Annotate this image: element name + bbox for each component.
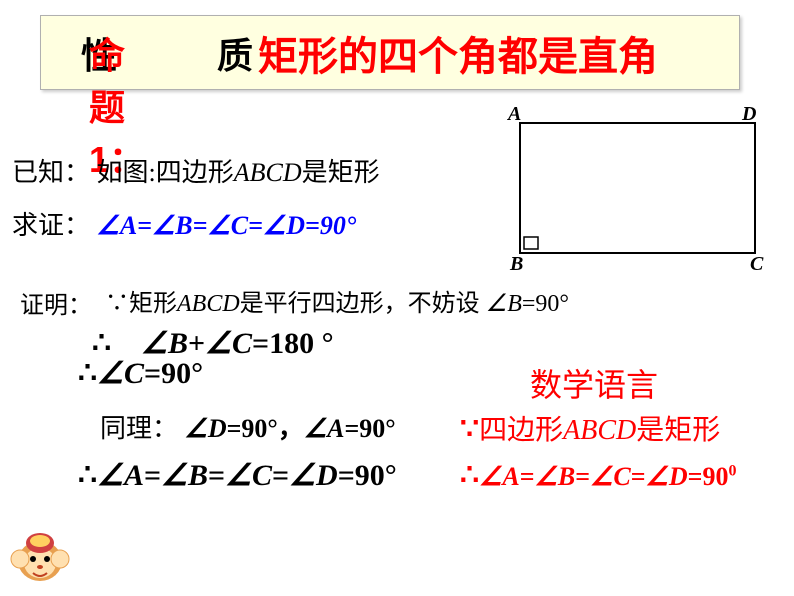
proof-s5: ∴∠A=∠B=∠C=∠D=90°	[78, 458, 397, 493]
label-A: A	[508, 103, 521, 126]
s1e: =90°	[522, 291, 569, 317]
proof-s4: 同理： ∠D=90°，∠A=90°	[100, 408, 396, 445]
mathlang-l2: ∴∠A=∠B=∠C=∠D=900	[460, 458, 736, 493]
proof-s3: ∴∠C=90°	[78, 356, 203, 391]
prove-line: 求证： ∠A=∠B=∠C=∠D=90°	[12, 205, 356, 242]
ml2c: 0	[728, 462, 736, 479]
mathlang-title: 数学语言	[530, 360, 658, 406]
given-t2: 是矩形	[302, 158, 380, 187]
proof-label: 证明：	[20, 285, 92, 320]
ml1d: 是矩形	[636, 415, 720, 446]
ml1c: ABCD	[563, 415, 636, 446]
label-C: C	[750, 253, 763, 276]
given-t1: 如图:四边形	[97, 158, 234, 187]
prove-label: 求证：	[12, 211, 90, 240]
s1a: ∵矩形	[105, 291, 177, 317]
proof-s1: ∵矩形ABCD是平行四边形，不妨设 ∠B=90°	[105, 283, 569, 318]
given-abcd: ABCD	[234, 158, 302, 187]
label-D: D	[742, 103, 756, 126]
ml1b: 四边形	[479, 415, 563, 446]
ml2a: ∴	[460, 459, 479, 492]
label-B: B	[510, 253, 523, 276]
title-prefix-2: 质	[217, 27, 253, 79]
s1c: 是平行四边形，不妨设	[240, 291, 486, 317]
mathlang-l1: ∵四边形ABCD是矩形	[460, 408, 720, 448]
monkey-icon	[5, 521, 75, 591]
s4a: 同理：	[100, 414, 178, 443]
s1b: ABCD	[177, 291, 240, 317]
title-box: 性 命题 1： 质 矩形的四个角都是直角	[40, 15, 740, 90]
ml1a: ∵	[460, 413, 479, 446]
title-main: 矩形的四个角都是直角	[258, 24, 658, 82]
rectangle-diagram: A D B C	[480, 105, 770, 265]
rect-svg	[480, 105, 770, 270]
given-line: 已知： 如图:四边形ABCD是矩形	[12, 152, 380, 189]
given-label: 已知：	[12, 158, 90, 187]
